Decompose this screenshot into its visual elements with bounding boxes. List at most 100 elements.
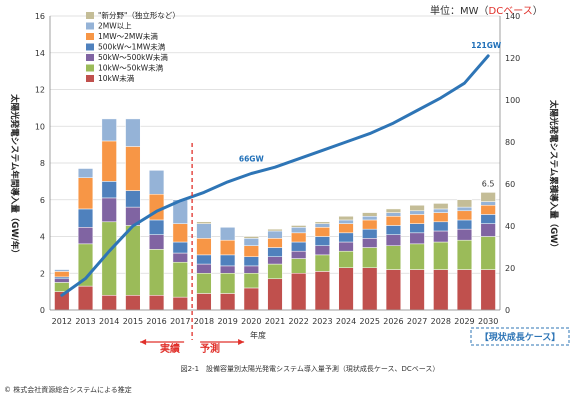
x-tick-label: 2014 (99, 317, 119, 326)
forecast-arrow-head (238, 339, 245, 345)
x-tick-label: 2025 (360, 317, 380, 326)
bar-segment-2029-1 (456, 239, 473, 270)
x-tick-label: 2019 (217, 317, 237, 326)
bar-segment-2014-4 (101, 140, 117, 182)
bar-segment-2015-4 (125, 146, 141, 191)
y-tick-label: 6 (40, 196, 45, 205)
bar-segment-2029-3 (456, 219, 473, 230)
bar-segment-2022-5 (291, 227, 307, 234)
x-tick-label: 2028 (431, 317, 451, 326)
bar-segment-2012-5 (54, 269, 70, 272)
bar-segment-2025-6 (362, 212, 378, 217)
bar-segment-2015-0 (125, 295, 141, 311)
bar-segment-2014-0 (101, 295, 117, 311)
x-tick-label: 2016 (146, 317, 166, 326)
bar-segment-2016-5 (148, 170, 165, 195)
bar-segment-2018-4 (196, 238, 212, 256)
bar-segment-2013-3 (77, 208, 94, 228)
bar-segment-2016-2 (148, 234, 165, 250)
bar-segment-2022-1 (291, 258, 307, 274)
bar-segment-2025-2 (362, 238, 378, 248)
bar-segment-2024-0 (338, 267, 354, 311)
bar-segment-2026-2 (385, 234, 402, 246)
y-tick-label: 0 (40, 306, 45, 315)
bar-segment-2018-1 (196, 273, 212, 294)
bar-segment-2018-6 (196, 221, 212, 224)
case-label-box (470, 327, 570, 346)
bar-segment-2026-1 (385, 245, 402, 270)
case-label: 【現状成長ケース】 (480, 331, 561, 343)
legend-swatch (86, 75, 94, 82)
bar-segment-2028-4 (433, 212, 449, 223)
bar-segment-2030-0 (480, 269, 496, 311)
bar-segment-2012-4 (54, 271, 70, 278)
bar-segment-2027-1 (409, 243, 425, 270)
bar-segment-2013-4 (77, 177, 94, 210)
bar-segment-2019-0 (220, 293, 236, 311)
y-tick-label: 16 (35, 12, 45, 21)
bar-segment-2019-1 (220, 273, 236, 294)
bar-segment-2021-1 (267, 263, 283, 280)
bar-segment-2030-2 (480, 223, 496, 237)
bar-segment-2015-5 (125, 118, 141, 147)
bar-segment-2020-4 (243, 245, 259, 257)
bar-segment-2021-5 (267, 230, 283, 239)
y-tick-label: 10 (35, 122, 45, 131)
bar-segment-2027-2 (409, 232, 425, 245)
bar-segment-2027-4 (409, 214, 425, 224)
bar-segment-2030-4 (480, 205, 496, 215)
legend-swatch (86, 54, 94, 61)
bar-segment-2027-0 (409, 269, 425, 311)
bar-segment-2017-2 (172, 252, 188, 263)
bar-segment-2027-6 (409, 205, 425, 212)
y2-tick-label: 140 (505, 12, 520, 21)
bar-segment-2028-2 (433, 230, 449, 243)
bar-segment-2024-5 (338, 219, 354, 224)
bar-segment-2020-5 (243, 238, 259, 246)
y2-tick-label: 100 (505, 96, 520, 105)
bar-segment-2022-2 (291, 250, 307, 259)
bar-segment-2022-4 (291, 232, 307, 243)
bar-segment-2018-2 (196, 263, 212, 274)
bar-segment-2022-3 (291, 241, 307, 252)
bar-segment-2019-4 (220, 239, 236, 256)
bar-segment-2025-1 (362, 247, 378, 268)
period-actual-label: 実績 (160, 342, 180, 355)
bar-segment-2022-0 (291, 273, 307, 311)
bar-segment-2017-4 (172, 223, 188, 243)
x-tick-label: 2017 (170, 317, 190, 326)
y-axis-label: 太陽光発電システム年間導入量（GW/年） (9, 93, 20, 258)
bar-segment-2014-3 (101, 181, 117, 199)
unit-dc: DCベース (489, 5, 533, 17)
unit-suffix: ） (533, 5, 543, 17)
y2-axis-label: 太陽光発電システム累積導入量（GW） (548, 99, 559, 252)
bar-segment-2029-4 (456, 210, 473, 221)
bar-segment-2021-0 (267, 278, 283, 311)
y2-tick-label: 80 (505, 138, 515, 147)
bar-segment-2028-6 (433, 203, 449, 210)
bar-segment-2018-5 (196, 223, 212, 239)
legend-item-label: 10kW未満 (98, 73, 135, 83)
bar-segment-2025-3 (362, 228, 378, 239)
legend: "新分野"（独立形など） 2MW以上1MW～2MW未満500kW～1MW未満50k… (86, 10, 180, 83)
bar-segment-2024-6 (338, 216, 354, 221)
legend-item-label: 500kW～1MW未満 (98, 42, 166, 52)
x-tick-label: 2020 (241, 317, 261, 326)
bar-segment-2023-6 (314, 221, 330, 224)
bar-segment-2028-0 (433, 269, 449, 311)
bar-segment-2025-4 (362, 219, 378, 230)
x-tick-label: 2030 (478, 317, 498, 326)
cumulative-line-path (60, 54, 490, 297)
x-tick-label: 2022 (289, 317, 309, 326)
y2-tick-label: 20 (505, 264, 515, 273)
unit-prefix: 単位：MW（ (430, 4, 489, 17)
bar-segment-2013-5 (77, 168, 94, 178)
legend-swatch (86, 12, 94, 19)
bar-segment-2022-6 (291, 225, 307, 228)
bar-segment-2024-2 (338, 241, 354, 252)
bar-segment-2023-5 (314, 223, 330, 228)
bar-segment-2014-2 (101, 197, 117, 223)
bar-segment-2028-1 (433, 241, 449, 270)
bar-segment-2028-5 (433, 208, 449, 213)
bar-segment-2018-3 (196, 254, 212, 265)
